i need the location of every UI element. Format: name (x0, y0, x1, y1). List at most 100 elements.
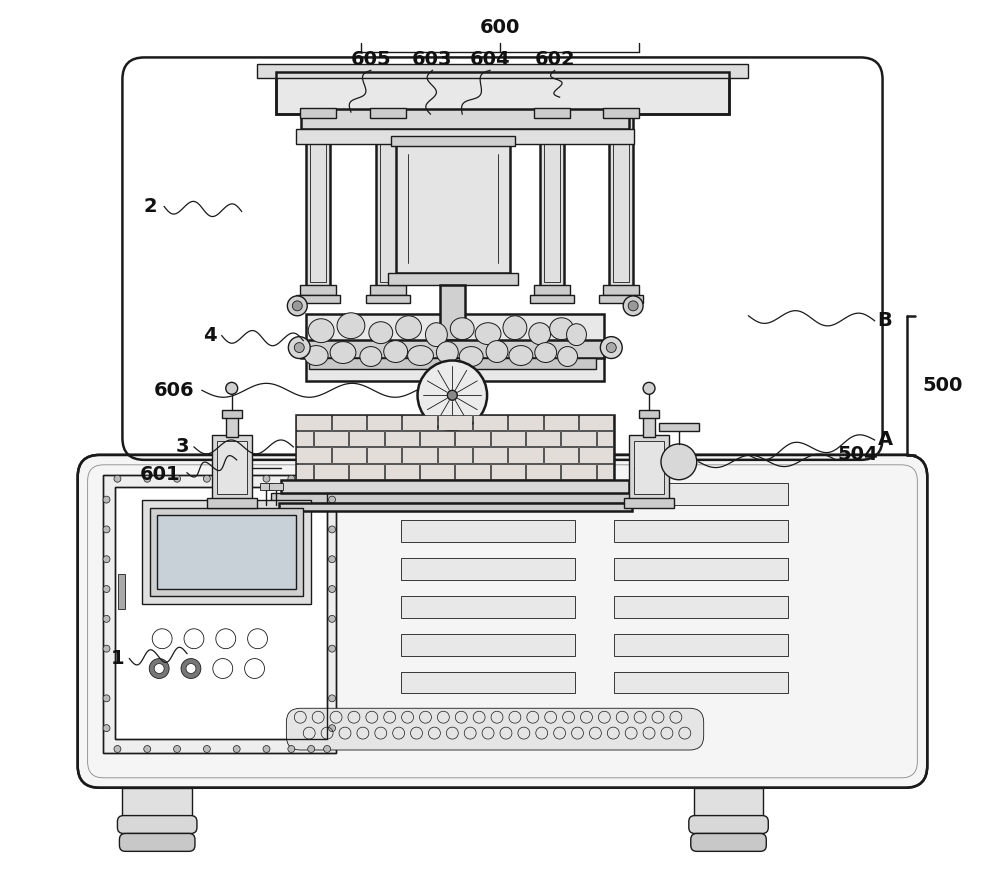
Ellipse shape (503, 316, 527, 340)
Bar (269, 483, 283, 490)
Bar (300, 285, 336, 295)
Bar (561, 464, 596, 479)
Bar (634, 441, 664, 493)
Text: 605: 605 (351, 50, 391, 69)
Ellipse shape (330, 341, 356, 363)
Bar (614, 671, 788, 693)
Text: A: A (878, 430, 893, 450)
Text: 603: 603 (412, 50, 453, 69)
Bar (306, 314, 604, 382)
Bar (530, 295, 574, 303)
Bar (614, 558, 788, 580)
Bar (332, 415, 366, 430)
Bar (526, 464, 560, 479)
Circle shape (287, 296, 307, 316)
Circle shape (329, 496, 336, 503)
Text: 600: 600 (480, 18, 520, 37)
Circle shape (181, 659, 201, 678)
Circle shape (154, 663, 164, 674)
Text: 504: 504 (838, 445, 878, 465)
Bar (643, 415, 655, 437)
Bar (473, 415, 507, 430)
Bar (207, 498, 257, 507)
Bar (276, 73, 729, 114)
Circle shape (288, 746, 295, 752)
Bar (473, 447, 507, 463)
Bar (115, 487, 327, 739)
Bar (624, 498, 674, 507)
Bar (310, 120, 326, 282)
Bar (561, 431, 596, 446)
Text: 1: 1 (111, 649, 124, 668)
Circle shape (329, 695, 336, 702)
Circle shape (288, 337, 310, 359)
Circle shape (103, 526, 110, 533)
Bar (544, 447, 578, 463)
Bar (401, 483, 575, 505)
Bar (300, 108, 336, 118)
Text: 4: 4 (203, 326, 217, 345)
Circle shape (186, 663, 196, 674)
Bar (296, 129, 634, 144)
Circle shape (288, 475, 295, 482)
Bar (534, 285, 570, 295)
FancyBboxPatch shape (78, 455, 927, 788)
Bar (440, 285, 465, 340)
Ellipse shape (558, 346, 578, 367)
Bar (281, 480, 629, 493)
Circle shape (447, 390, 457, 400)
Circle shape (418, 360, 487, 430)
Bar (260, 483, 273, 490)
Circle shape (103, 585, 110, 592)
FancyBboxPatch shape (691, 834, 766, 851)
Circle shape (329, 645, 336, 652)
Bar (142, 500, 311, 604)
Circle shape (114, 746, 121, 752)
Bar (401, 521, 575, 542)
Text: 606: 606 (154, 381, 194, 400)
Bar (579, 447, 613, 463)
Bar (314, 464, 348, 479)
Bar (103, 475, 336, 753)
Bar (491, 431, 525, 446)
Bar (271, 493, 639, 502)
Circle shape (103, 615, 110, 622)
Bar (659, 424, 699, 431)
Bar (380, 120, 396, 282)
Circle shape (144, 746, 151, 752)
Circle shape (174, 475, 181, 482)
FancyBboxPatch shape (689, 816, 768, 834)
Circle shape (226, 382, 238, 395)
Bar (370, 285, 406, 295)
FancyBboxPatch shape (117, 816, 197, 834)
Ellipse shape (436, 341, 458, 363)
Bar (385, 464, 419, 479)
Bar (544, 415, 578, 430)
Bar (614, 483, 788, 505)
Circle shape (329, 526, 336, 533)
Text: 500: 500 (922, 376, 963, 395)
Bar (534, 108, 570, 118)
Bar (597, 431, 613, 446)
Ellipse shape (535, 343, 557, 362)
Bar (540, 114, 564, 288)
Circle shape (661, 444, 697, 480)
Circle shape (174, 746, 181, 752)
Circle shape (103, 645, 110, 652)
Bar (217, 441, 247, 493)
Bar (438, 415, 472, 430)
Bar (332, 447, 366, 463)
FancyBboxPatch shape (119, 834, 195, 851)
Ellipse shape (308, 318, 334, 343)
Bar (603, 108, 639, 118)
Bar (279, 502, 632, 510)
Text: 2: 2 (143, 197, 157, 216)
Ellipse shape (304, 346, 328, 366)
Circle shape (294, 343, 304, 353)
Circle shape (643, 382, 655, 395)
Bar (115, 487, 327, 739)
Circle shape (103, 556, 110, 563)
Circle shape (329, 556, 336, 563)
Circle shape (329, 724, 336, 732)
Circle shape (628, 301, 638, 311)
